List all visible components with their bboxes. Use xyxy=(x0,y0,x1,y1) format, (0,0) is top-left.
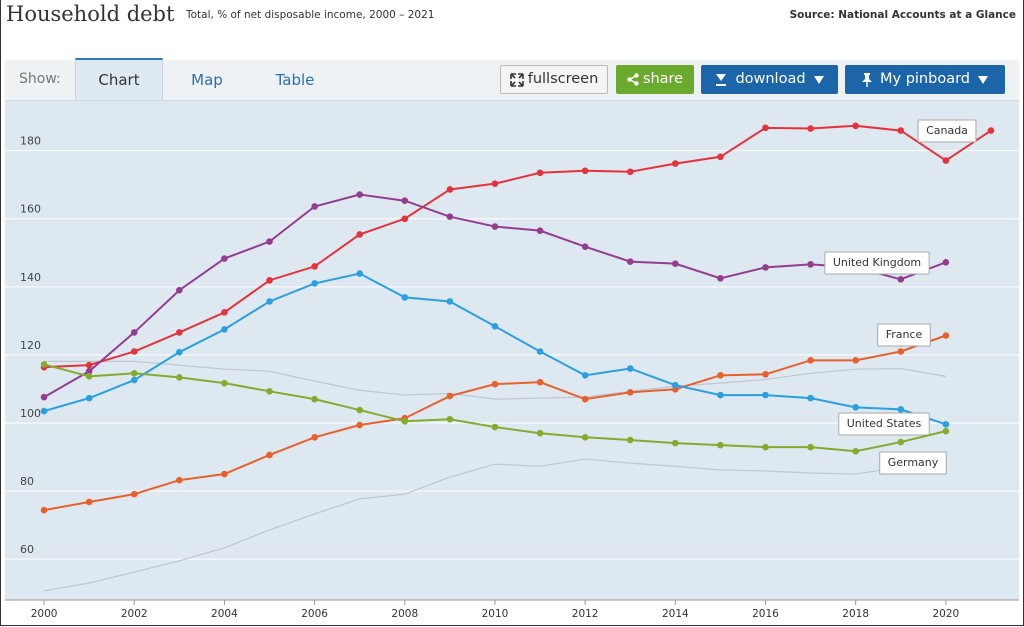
tab-chart[interactable]: Chart xyxy=(75,58,163,100)
share-button[interactable]: share xyxy=(616,65,694,94)
share-text: share xyxy=(642,71,684,87)
fullscreen-text: fullscreen xyxy=(527,71,599,87)
pinboard-text: My pinboard xyxy=(880,71,970,87)
pin-icon xyxy=(862,72,872,87)
download-caret xyxy=(813,75,824,84)
show-label: Show: xyxy=(19,71,61,87)
tab-map[interactable]: Map xyxy=(191,71,223,89)
fullscreen-icon xyxy=(509,72,524,87)
fullscreen-button[interactable]: fullscreen xyxy=(500,65,608,94)
toolbar: Show: Chart Map Table fullscreen share d… xyxy=(5,58,1019,101)
pinboard-button[interactable]: My pinboard xyxy=(845,65,1005,94)
pinboard-caret xyxy=(978,75,988,84)
download-button[interactable]: download xyxy=(701,65,838,94)
share-icon xyxy=(627,73,639,86)
download-icon xyxy=(716,74,727,86)
subtitle: Total, % of net disposable income, 2000 … xyxy=(186,9,435,21)
download-text: download xyxy=(735,71,806,87)
source: Source: National Accounts at a Glance xyxy=(789,9,1016,21)
tab-table[interactable]: Table xyxy=(275,71,315,89)
title: Household debt xyxy=(6,2,175,26)
